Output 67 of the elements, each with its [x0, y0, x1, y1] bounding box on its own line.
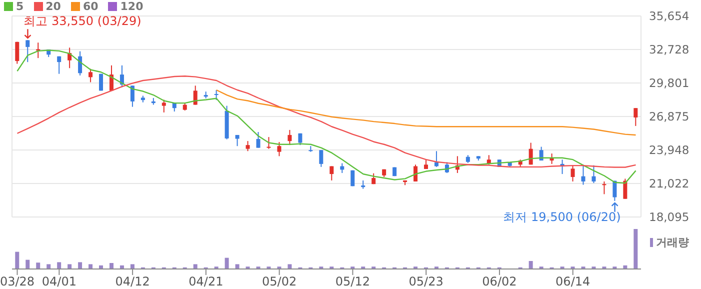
- candlestick: [256, 132, 260, 148]
- bar: [193, 264, 198, 269]
- candlestick: [288, 129, 292, 146]
- y-tick-label: 18,095: [649, 210, 690, 224]
- bar: [15, 252, 20, 269]
- bar: [288, 264, 292, 269]
- legend-label: 5: [16, 0, 24, 13]
- legend-label: 거래량: [656, 235, 689, 250]
- candlestick: [570, 164, 575, 182]
- bar: [26, 260, 30, 269]
- x-tick-label: 05/12: [335, 274, 370, 289]
- candlestick: [434, 150, 438, 168]
- candlestick: [130, 85, 134, 108]
- x-tick-label: 05/02: [262, 274, 297, 289]
- legend-label: 60: [82, 0, 98, 13]
- candlestick: [26, 40, 30, 63]
- candlestick: [277, 142, 282, 157]
- y-tick-label: 29,801: [649, 76, 690, 90]
- candlestick: [581, 164, 586, 186]
- bar: [109, 263, 114, 269]
- candlestick: [162, 99, 166, 113]
- bar: [235, 264, 240, 269]
- candlestick: [623, 178, 628, 200]
- candlestick: [266, 136, 271, 150]
- x-tick-label: 04/21: [188, 274, 224, 289]
- candlestick: [214, 89, 218, 101]
- x-tick-label: 03/28: [0, 274, 35, 289]
- annotation: 최저 19,500 (06/20): [503, 210, 621, 224]
- y-tick-label: 26,875: [649, 110, 690, 124]
- candlestick: [414, 164, 418, 182]
- y-tick-label: 35,654: [649, 9, 690, 24]
- bar: [634, 229, 638, 269]
- candlestick: [634, 108, 638, 126]
- bar: [46, 264, 51, 269]
- candlestick: [57, 56, 62, 74]
- bar: [88, 264, 93, 269]
- x-tick-label: 05/23: [408, 274, 444, 289]
- y-tick-label: 32,728: [649, 42, 690, 57]
- bar: [224, 258, 229, 269]
- bar: [528, 261, 533, 269]
- line-series: [16, 76, 636, 168]
- x-tick-label: 06/02: [482, 274, 517, 289]
- candlestick: [246, 140, 250, 152]
- candlestick: [424, 159, 428, 170]
- line-series: [216, 89, 636, 136]
- candlestick: [340, 162, 344, 174]
- x-tick-label: 04/01: [42, 274, 76, 289]
- candlestick: [319, 150, 324, 168]
- candlestick: [193, 85, 198, 106]
- bar: [130, 264, 134, 269]
- bar: [68, 264, 72, 269]
- legend-label: 120: [120, 0, 144, 13]
- y-tick-label: 23,948: [649, 143, 690, 158]
- annotation: 최고 33,550 (03/29): [24, 14, 142, 28]
- x-tick-label: 04/12: [115, 274, 150, 289]
- candlestick: [36, 42, 40, 59]
- y-tick-label: 21,022: [649, 176, 690, 191]
- x-tick-label: 06/14: [556, 274, 590, 289]
- candlestick: [592, 164, 596, 184]
- candlestick: [88, 68, 93, 83]
- bar: [78, 262, 82, 269]
- candlestick: [15, 41, 20, 64]
- candlestick: [330, 166, 334, 181]
- bar: [36, 262, 40, 269]
- candlestick: [602, 180, 606, 195]
- bar: [57, 262, 62, 269]
- legend-label: 20: [46, 0, 61, 13]
